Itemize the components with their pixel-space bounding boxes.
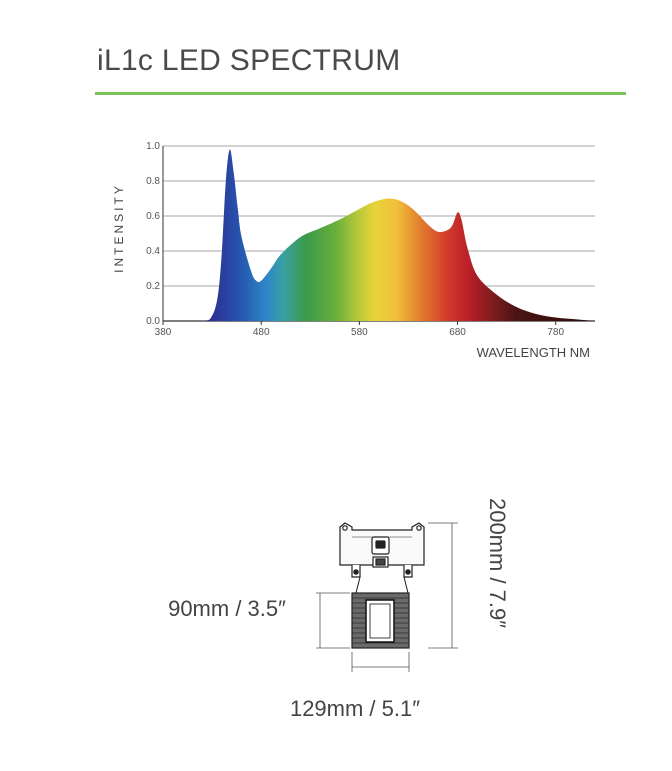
y-tick-label: 0.6 bbox=[146, 211, 160, 222]
y-tick-label: 0.4 bbox=[146, 246, 160, 257]
spectrum-chart: 0.0 0.2 0.4 0.6 0.8 1.0 380 480 580 680 780 INTENS… bbox=[112, 141, 595, 360]
x-tick-label: 480 bbox=[253, 327, 270, 338]
power-socket-icon bbox=[371, 536, 390, 568]
page-title: iL1c LED SPECTRUM bbox=[97, 44, 401, 77]
y-tick-label: 0.0 bbox=[146, 316, 160, 327]
y-axis-label: INTENSITY bbox=[112, 183, 126, 273]
width-dimension-label: 90mm / 3.5″ bbox=[168, 596, 286, 621]
x-tick-label: 780 bbox=[547, 327, 564, 338]
x-tick-label: 380 bbox=[155, 327, 172, 338]
y-tick-label: 0.8 bbox=[146, 176, 160, 187]
x-tick-label: 680 bbox=[449, 327, 466, 338]
y-tick-label: 0.2 bbox=[146, 281, 160, 292]
height-dimension-label: 200mm / 7.9″ bbox=[485, 498, 510, 628]
length-dimension-label: 129mm / 5.1″ bbox=[290, 696, 420, 721]
x-tick-label: 580 bbox=[351, 327, 368, 338]
title-rule bbox=[95, 92, 626, 95]
led-fixture-drawing-icon bbox=[339, 522, 425, 649]
spectrum-area bbox=[163, 149, 595, 321]
x-axis-label: WAVELENGTH NM bbox=[477, 345, 590, 360]
dimension-lines bbox=[316, 522, 458, 672]
y-tick-label: 1.0 bbox=[146, 141, 160, 152]
